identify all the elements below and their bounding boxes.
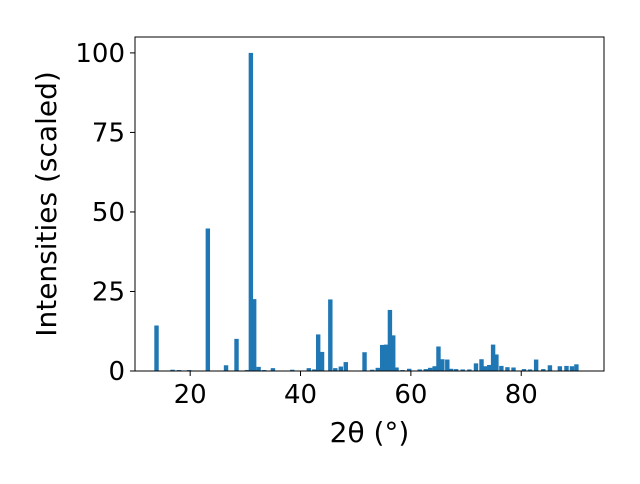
bar <box>205 228 211 371</box>
bar <box>499 365 504 371</box>
y-tick-label: 50 <box>92 198 125 228</box>
bar <box>333 368 338 371</box>
bar <box>383 344 389 371</box>
bar <box>482 366 488 371</box>
bar <box>379 344 385 371</box>
bar <box>391 335 396 371</box>
x-tick-label: 60 <box>394 380 427 410</box>
bar <box>312 369 317 371</box>
y-tick-label: 25 <box>92 277 125 307</box>
bar <box>306 368 312 371</box>
bar <box>432 366 437 371</box>
bar <box>338 366 344 371</box>
bar <box>370 369 375 371</box>
bar <box>467 369 472 371</box>
bar <box>547 365 553 371</box>
bar <box>533 359 539 371</box>
bar <box>445 359 450 371</box>
bar <box>494 354 499 371</box>
bar <box>290 369 295 371</box>
bar <box>315 334 321 371</box>
bars-layer <box>154 52 579 372</box>
bar <box>394 367 399 371</box>
bar <box>343 362 348 371</box>
bar <box>541 369 546 371</box>
bar <box>170 369 175 371</box>
bar <box>417 369 422 371</box>
bar <box>328 299 333 371</box>
bar <box>407 368 412 371</box>
bar <box>511 367 516 371</box>
bar <box>423 369 428 371</box>
x-tick-label: 40 <box>284 380 317 410</box>
x-tick-label: 20 <box>174 380 207 410</box>
bar <box>248 52 254 372</box>
bar <box>270 368 276 371</box>
bar <box>223 365 229 371</box>
bar <box>453 369 459 371</box>
bar <box>521 369 527 371</box>
y-tick-label: 100 <box>75 39 125 69</box>
plot-frame <box>134 36 605 372</box>
bar <box>387 309 393 371</box>
bar <box>460 369 465 371</box>
bar <box>440 359 445 371</box>
bar <box>251 299 257 371</box>
bar <box>505 367 510 371</box>
bar <box>154 325 159 371</box>
bar <box>473 363 479 371</box>
bar <box>569 366 575 371</box>
bar <box>487 364 492 371</box>
bar <box>436 346 441 371</box>
bar <box>574 364 579 371</box>
y-axis: 0 25 50 75 100 <box>75 39 135 387</box>
y-tick-label: 75 <box>92 118 125 148</box>
bar <box>557 366 563 371</box>
bar <box>479 359 484 371</box>
bar <box>564 365 569 371</box>
bar <box>234 338 239 371</box>
x-axis: 20 40 60 80 <box>174 371 538 410</box>
x-axis-label: 2θ (°) <box>330 416 410 449</box>
bar <box>375 367 380 371</box>
bar <box>490 344 496 371</box>
bar <box>256 366 261 371</box>
y-tick-label: 0 <box>108 357 125 387</box>
x-tick-label: 80 <box>505 380 538 410</box>
bar <box>427 367 433 371</box>
bar <box>448 368 454 371</box>
bar <box>319 351 325 371</box>
bar <box>362 352 367 371</box>
bar <box>527 369 533 371</box>
y-axis-label: Intensities (scaled) <box>30 71 63 337</box>
